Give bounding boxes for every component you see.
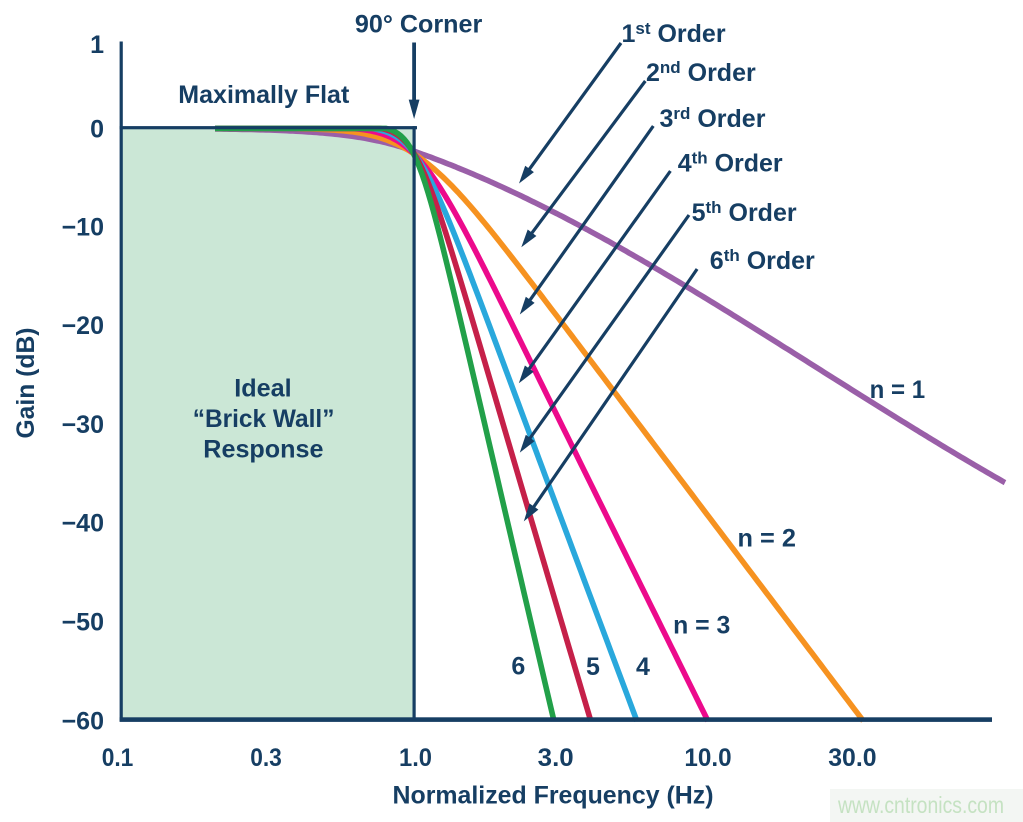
svg-text:Response: Response bbox=[203, 436, 323, 464]
svg-text:0.3: 0.3 bbox=[250, 744, 282, 772]
svg-text:www.cntronics.com: www.cntronics.com bbox=[837, 792, 1004, 818]
svg-text:n = 1: n = 1 bbox=[870, 376, 926, 404]
svg-text:1.0: 1.0 bbox=[399, 744, 432, 772]
svg-text:−20: −20 bbox=[62, 312, 104, 340]
svg-text:0: 0 bbox=[90, 115, 104, 143]
svg-text:90° Corner: 90° Corner bbox=[355, 10, 483, 38]
svg-text:−50: −50 bbox=[62, 609, 104, 637]
svg-text:−30: −30 bbox=[62, 411, 104, 439]
svg-text:Gain (dB): Gain (dB) bbox=[12, 328, 40, 439]
svg-text:3rd Order: 3rd Order bbox=[660, 104, 766, 133]
svg-text:3.0: 3.0 bbox=[538, 744, 574, 772]
svg-text:Normalized Frequency (Hz): Normalized Frequency (Hz) bbox=[393, 782, 714, 810]
svg-text:−10: −10 bbox=[62, 213, 104, 241]
svg-text:10.0: 10.0 bbox=[684, 744, 731, 772]
svg-text:1: 1 bbox=[90, 31, 104, 59]
svg-text:4: 4 bbox=[636, 653, 650, 681]
svg-text:Ideal: Ideal bbox=[234, 375, 291, 403]
svg-text:−60: −60 bbox=[62, 707, 104, 735]
svg-text:5: 5 bbox=[586, 653, 600, 681]
svg-text:6: 6 bbox=[511, 652, 525, 680]
svg-text:n = 3: n = 3 bbox=[673, 612, 730, 640]
svg-text:30.0: 30.0 bbox=[828, 744, 876, 772]
svg-text:“Brick Wall”: “Brick Wall” bbox=[193, 405, 335, 433]
svg-text:−40: −40 bbox=[62, 510, 104, 538]
svg-text:n = 2: n = 2 bbox=[738, 525, 796, 553]
svg-text:0.1: 0.1 bbox=[102, 744, 134, 772]
svg-text:Maximally Flat: Maximally Flat bbox=[178, 81, 350, 109]
